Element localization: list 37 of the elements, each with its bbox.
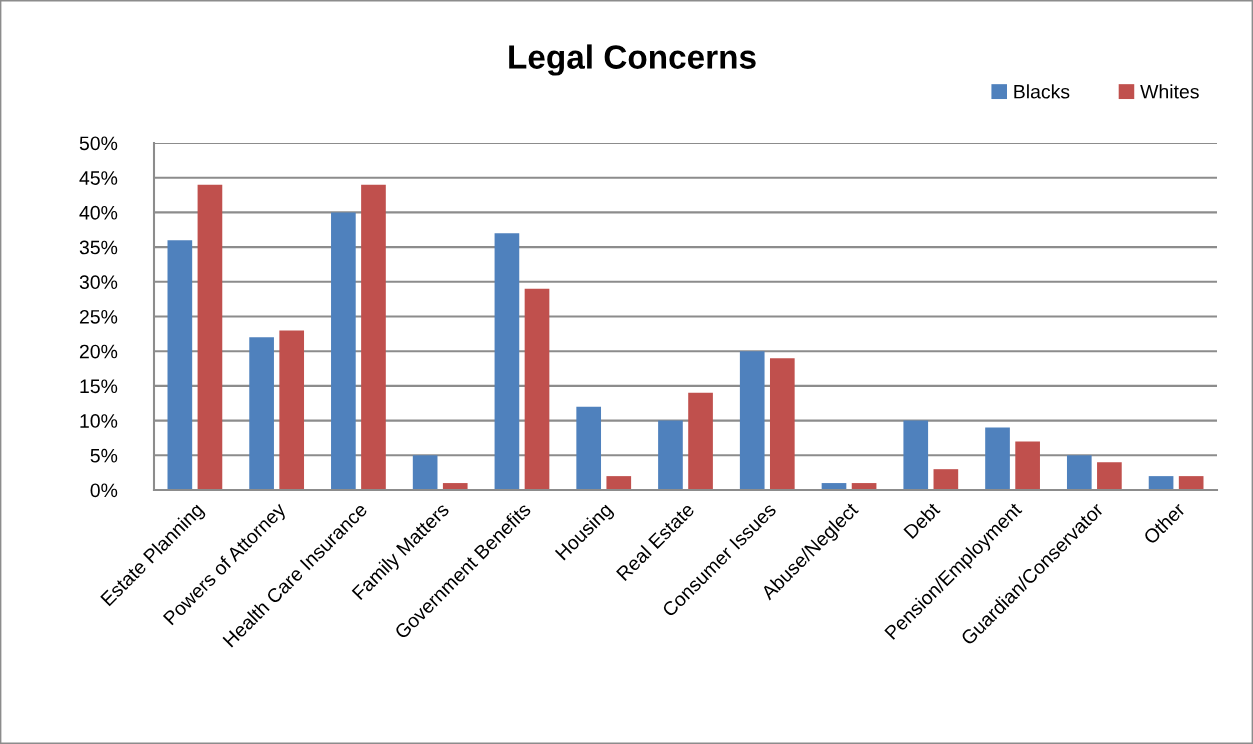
bar — [249, 337, 274, 490]
bar — [933, 469, 959, 490]
legend-label: Whites — [1140, 84, 1199, 99]
y-tick-label: 50% — [79, 136, 118, 151]
bar — [331, 212, 356, 490]
bar — [1178, 476, 1204, 490]
bar — [985, 427, 1010, 490]
bar — [494, 233, 520, 490]
bar — [903, 420, 929, 490]
y-tick-label: 30% — [79, 275, 118, 290]
bar — [524, 288, 550, 490]
bar — [361, 184, 386, 490]
bar — [1148, 476, 1174, 490]
y-tick-label: 40% — [79, 205, 118, 220]
y-tick-label: 5% — [90, 448, 118, 463]
bar — [279, 330, 305, 490]
y-tick-label: 10% — [80, 414, 118, 428]
y-tick-label: 0% — [90, 483, 118, 498]
bar — [1066, 455, 1092, 490]
bar — [688, 392, 713, 490]
bar — [1097, 462, 1122, 490]
bar — [412, 455, 438, 490]
bar — [576, 406, 602, 490]
bar — [1015, 441, 1040, 490]
y-tick-label: 35% — [79, 240, 118, 255]
chart-title: Legal Concerns — [509, 44, 756, 76]
bar — [606, 476, 632, 490]
y-tick-label: 15% — [80, 379, 118, 394]
bar — [739, 351, 765, 490]
y-tick-label: 20% — [79, 344, 118, 359]
bar — [769, 358, 795, 490]
bar — [658, 420, 683, 490]
legend-label: Blacks — [1014, 84, 1070, 99]
bar — [167, 240, 193, 490]
y-tick-label: 45% — [79, 171, 118, 185]
y-tick-label: 25% — [79, 309, 118, 324]
bar — [197, 184, 223, 490]
